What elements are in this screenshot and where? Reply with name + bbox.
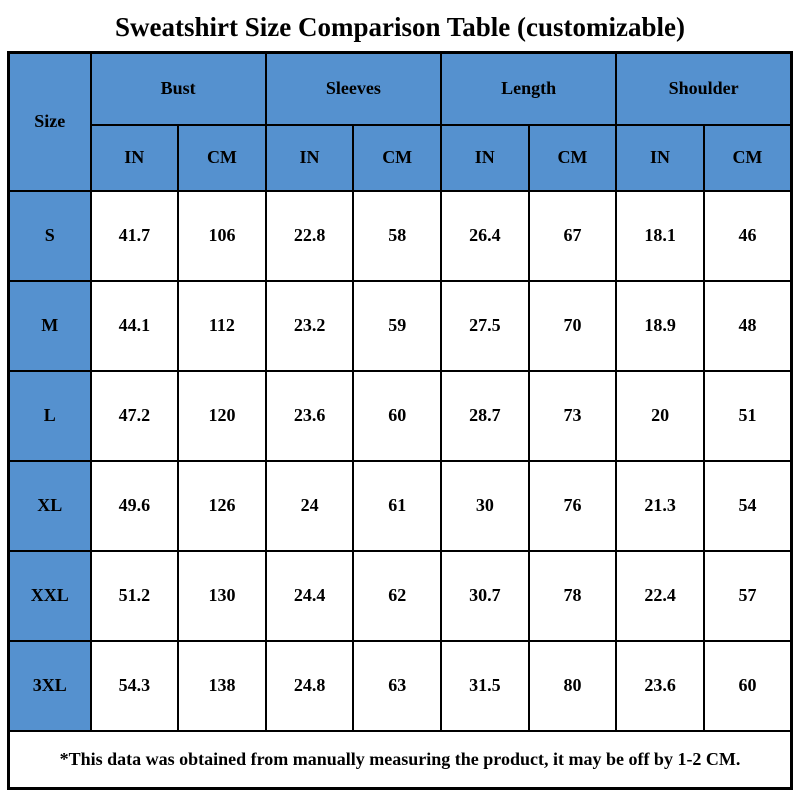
unit-header-bust-in: IN: [89, 123, 180, 192]
group-header-bust: Bust: [89, 51, 267, 126]
measure-cell: 63: [352, 639, 442, 732]
measure-cell: 41.7: [89, 189, 180, 282]
measure-cell: 24: [264, 459, 355, 552]
measure-cell: 27.5: [440, 279, 530, 372]
unit-header-bust-cm: CM: [177, 123, 267, 192]
measure-cell: 31.5: [440, 639, 530, 732]
page-title: Sweatshirt Size Comparison Table (custom…: [115, 12, 685, 42]
table-row-xxl: XXL 51.2 130 24.4 62 30.7 78 22.4 57: [7, 549, 793, 642]
size-label: M: [7, 279, 92, 372]
measure-cell: 24.8: [264, 639, 355, 732]
measure-cell: 23.6: [264, 369, 355, 462]
group-header-shoulder: Shoulder: [615, 51, 793, 126]
measure-cell: 18.1: [615, 189, 705, 282]
measure-cell: 47.2: [89, 369, 180, 462]
unit-header-sleeves-in: IN: [264, 123, 355, 192]
measure-cell: 22.8: [264, 189, 355, 282]
table-row-s: S 41.7 106 22.8 58 26.4 67 18.1 46: [7, 189, 793, 282]
table-footnote-row: *This data was obtained from manually me…: [7, 729, 793, 790]
measure-cell: 120: [177, 369, 267, 462]
unit-header-sleeves-cm: CM: [352, 123, 442, 192]
measure-cell: 24.4: [264, 549, 355, 642]
measure-cell: 80: [527, 639, 618, 732]
measure-cell: 126: [177, 459, 267, 552]
unit-header-shoulder-cm: CM: [702, 123, 793, 192]
table-row-3xl: 3XL 54.3 138 24.8 63 31.5 80 23.6 60: [7, 639, 793, 732]
size-column-header: Size: [7, 51, 92, 192]
measure-cell: 22.4: [615, 549, 705, 642]
table-unit-header-row: IN CM IN CM IN CM IN CM: [9, 123, 793, 192]
measure-cell: 21.3: [615, 459, 705, 552]
measure-cell: 76: [527, 459, 618, 552]
measure-cell: 61: [352, 459, 442, 552]
unit-header-shoulder-in: IN: [615, 123, 705, 192]
group-header-length: Length: [439, 51, 618, 126]
measure-cell: 62: [352, 549, 442, 642]
size-label: S: [7, 189, 92, 282]
measure-cell: 58: [352, 189, 442, 282]
measure-cell: 26.4: [440, 189, 530, 282]
table-group-header-row: Size Bust Sleeves Length Shoulder: [7, 51, 793, 192]
measure-cell: 70: [527, 279, 618, 372]
measure-cell: 28.7: [440, 369, 530, 462]
footnote-text: *This data was obtained from manually me…: [7, 729, 793, 790]
size-label: XL: [7, 459, 92, 552]
measure-cell: 112: [177, 279, 267, 372]
measure-cell: 48: [702, 279, 793, 372]
table-row-xl: XL 49.6 126 24 61 30 76 21.3 54: [7, 459, 793, 552]
measure-cell: 23.6: [615, 639, 705, 732]
measure-cell: 30.7: [440, 549, 530, 642]
measure-cell: 20: [615, 369, 705, 462]
measure-cell: 49.6: [89, 459, 180, 552]
measure-cell: 67: [527, 189, 618, 282]
measure-cell: 23.2: [264, 279, 355, 372]
table-row-l: L 47.2 120 23.6 60 28.7 73 20 51: [7, 369, 793, 462]
measure-cell: 60: [702, 639, 793, 732]
size-label: XXL: [7, 549, 92, 642]
measure-cell: 46: [702, 189, 793, 282]
group-header-sleeves: Sleeves: [264, 51, 443, 126]
measure-cell: 51.2: [89, 549, 180, 642]
size-label: L: [7, 369, 92, 462]
measure-cell: 106: [177, 189, 267, 282]
measure-cell: 54.3: [89, 639, 180, 732]
measure-cell: 30: [440, 459, 530, 552]
size-label: 3XL: [7, 639, 92, 732]
measure-cell: 57: [702, 549, 793, 642]
unit-header-length-in: IN: [440, 123, 530, 192]
measure-cell: 54: [702, 459, 793, 552]
measure-cell: 78: [527, 549, 618, 642]
measure-cell: 59: [352, 279, 442, 372]
measure-cell: 138: [177, 639, 267, 732]
table-row-m: M 44.1 112 23.2 59 27.5 70 18.9 48: [7, 279, 793, 372]
measure-cell: 18.9: [615, 279, 705, 372]
size-comparison-table: Size Bust Sleeves Length Shoulder IN CM …: [7, 51, 793, 790]
measure-cell: 130: [177, 549, 267, 642]
measure-cell: 51: [702, 369, 793, 462]
measure-cell: 60: [352, 369, 442, 462]
measure-cell: 73: [527, 369, 618, 462]
measure-cell: 44.1: [89, 279, 180, 372]
unit-header-length-cm: CM: [527, 123, 618, 192]
